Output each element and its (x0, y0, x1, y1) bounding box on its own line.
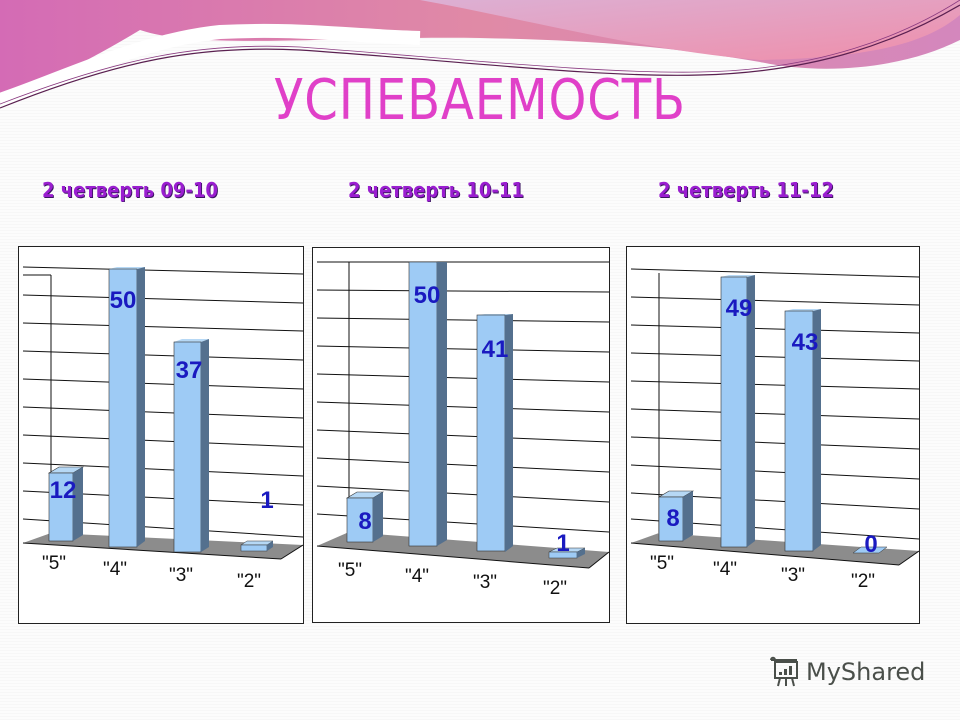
category-label: "3" (472, 572, 498, 593)
bar-value-label: 0 (864, 531, 878, 558)
category-label: "4" (404, 566, 430, 587)
chart-3-subtitle: 2 четверть 11-12 (658, 178, 834, 202)
chart-1-subtitle: 2 четверть 09-10 (42, 178, 218, 202)
watermark-text: MyShared (806, 658, 926, 686)
category-label: "2" (850, 571, 876, 592)
bar-value-label: 1 (556, 530, 570, 557)
chart-3-plot (630, 268, 919, 566)
slide-title: УСПЕВАЕМОСТЬ (274, 68, 686, 133)
chart-3: 8 49 43 0 "5" "4" "3" "2" (626, 246, 920, 624)
bar-value-label: 41 (481, 336, 509, 363)
chart-1-plot (22, 266, 303, 560)
chart-1: 12 50 37 1 "5" "4" "3" "2" (18, 246, 304, 624)
bar-value-label: 49 (725, 295, 753, 322)
bar-value-label: 37 (175, 357, 203, 384)
presentation-board-icon (770, 656, 798, 687)
category-label: "2" (236, 571, 262, 592)
category-label: "5" (649, 553, 675, 574)
bar-value-label: 8 (358, 508, 372, 535)
category-label: "3" (168, 565, 194, 586)
chart-2: 8 50 41 1 "5" "4" "3" "2" (312, 247, 610, 623)
bar-value-label: 1 (260, 487, 274, 514)
chart-2-subtitle: 2 четверть 10-11 (348, 178, 524, 202)
category-label: "4" (712, 559, 738, 580)
category-label: "4" (102, 559, 128, 580)
bar-value-label: 50 (109, 287, 137, 314)
bar-value-label: 12 (49, 477, 77, 504)
bar-value-label: 50 (413, 282, 441, 309)
category-label: "2" (542, 578, 568, 599)
bar-value-label: 43 (791, 329, 819, 356)
category-label: "5" (337, 560, 363, 581)
category-label: "3" (780, 565, 806, 586)
chart-2-plot (316, 261, 609, 569)
bar-value-label: 8 (666, 505, 680, 532)
category-label: "5" (41, 553, 67, 574)
myshared-logo[interactable]: MyShared (766, 656, 925, 688)
decorative-banner (0, 0, 960, 109)
